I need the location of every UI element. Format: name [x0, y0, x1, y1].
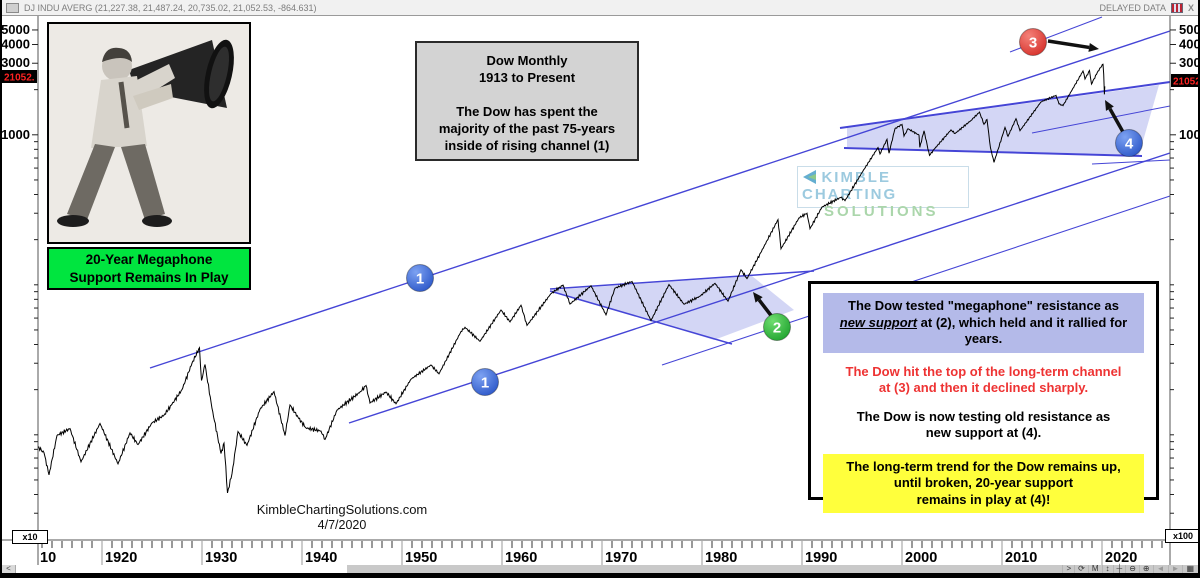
scroll-right-icon[interactable]: > — [1062, 565, 1074, 573]
x-axis-label-1940: 1940 — [305, 550, 337, 566]
scroll-left-icon[interactable]: < — [2, 565, 16, 573]
right-axis-label-300: 300 — [1179, 55, 1200, 70]
green-caption-box: 20-Year Megaphone Support Remains In Pla… — [47, 247, 251, 290]
source-note: KimbleChartingSolutions.com 4/7/2020 — [232, 502, 452, 533]
megaphone-man-illustration-icon — [49, 24, 249, 242]
right-last-price-tag — [1171, 74, 1198, 87]
trend-line-1 — [149, 30, 1171, 369]
close-icon[interactable]: X — [1187, 2, 1194, 13]
dow-price-line — [38, 63, 1106, 494]
trend-line-9 — [549, 270, 815, 290]
delayed-data-label: DELAYED DATA — [1099, 2, 1166, 13]
trend-line-6 — [1091, 159, 1171, 165]
source-date: 4/7/2020 — [317, 518, 367, 532]
svg-text:4: 4 — [1125, 136, 1134, 153]
chart-info-box: Dow Monthly 1913 to Present The Dow has … — [415, 41, 639, 161]
marker-circle-4: 4 — [1115, 129, 1143, 157]
megaphone-pattern-fill-1 — [550, 276, 794, 340]
commentary-paragraph-1: The Dow tested "megaphone" resistance as… — [823, 293, 1144, 353]
symbol-title: DJ INDU AVERG (21,227.38, 21,487.24, 20,… — [24, 2, 317, 13]
annotation-arrow-1 — [753, 292, 775, 320]
annotation-arrow-3 — [1105, 100, 1125, 133]
marker-circle-1: 1 — [471, 368, 499, 396]
right-axis-label-500: 500 — [1179, 22, 1200, 37]
megaphone-man-photo — [47, 22, 251, 244]
x-axis-label-1930: 1930 — [205, 550, 237, 566]
x-axis-label-1950: 1950 — [405, 550, 437, 566]
commentary-paragraph-4: The long-term trend for the Dow remains … — [823, 453, 1144, 513]
kimble-logo-chevron-icon — [803, 170, 816, 184]
left-last-price-tag — [2, 70, 37, 83]
zoom-out-icon[interactable]: ⊖ — [1125, 565, 1139, 573]
left-axis-label-1000: 1000 — [2, 127, 30, 142]
commentary-paragraph-3: The Dow is now testing old resistance as… — [856, 408, 1111, 441]
x-axis-label-1990: 1990 — [805, 550, 837, 566]
left-axis-label-5000: 5000 — [2, 22, 30, 37]
marker-circle-1: 1 — [406, 264, 434, 292]
grid-icon[interactable]: ▦ — [1182, 565, 1197, 573]
mini-chart-icon — [1170, 2, 1183, 13]
vertical-scale-icon[interactable]: ↕ — [1101, 565, 1113, 573]
x-axis-label-2000: 2000 — [905, 550, 937, 566]
kimble-watermark: KIMBLE CHARTING SOLUTIONS — [797, 166, 969, 220]
title-bar: DJ INDU AVERG (21,227.38, 21,487.24, 20,… — [2, 0, 1198, 16]
trend-line-10 — [549, 290, 733, 345]
commentary-box: The Dow tested "megaphone" resistance as… — [808, 281, 1159, 513]
svg-text:1: 1 — [416, 271, 424, 288]
x-axis-label-10: 10 — [40, 550, 56, 566]
commentary-paragraph-2: The Dow hit the top of the long-term cha… — [845, 363, 1122, 396]
scrollbar-thumb[interactable] — [347, 565, 1198, 573]
zoom-in-icon[interactable]: ⊕ — [1138, 565, 1153, 573]
trend-line-3 — [661, 195, 1171, 366]
svg-text:2: 2 — [773, 320, 781, 337]
annotation-arrow-2 — [1047, 39, 1099, 52]
left-last-price-text: 21052. — [4, 73, 35, 84]
x-axis-label-1970: 1970 — [605, 550, 637, 566]
svg-text:3: 3 — [1029, 35, 1037, 52]
left-axis-multiplier: x10 — [12, 530, 48, 544]
svg-text:1: 1 — [481, 375, 489, 392]
watermark-line2: SOLUTIONS — [824, 203, 939, 220]
x-axis-label-1920: 1920 — [105, 550, 137, 566]
trend-line-7 — [1031, 105, 1171, 134]
left-axis-label-3000: 3000 — [2, 55, 30, 70]
right-axis-label-400: 400 — [1179, 36, 1200, 51]
pan-crosshair-icon[interactable]: ┼ — [1112, 565, 1126, 573]
trend-line-5 — [843, 147, 1143, 157]
right-axis-label-100: 100 — [1179, 127, 1200, 142]
bottom-border — [2, 573, 1198, 578]
right-last-price-text: 21052 — [1173, 77, 1200, 88]
x-axis-label-1980: 1980 — [705, 550, 737, 566]
page-right-icon[interactable]: ► — [1167, 565, 1183, 573]
window-icon — [6, 2, 19, 13]
trend-line-4 — [839, 81, 1171, 129]
page-left-icon[interactable]: ◄ — [1152, 565, 1168, 573]
monthly-mode-icon[interactable]: M — [1087, 565, 1102, 573]
chart-toolbar: > ⟳ M ↕ ┼ ⊖ ⊕ ◄ ► ▦ — [1062, 565, 1197, 573]
left-axis-label-4000: 4000 — [2, 36, 30, 51]
marker-circle-2: 2 — [763, 313, 791, 341]
refresh-icon[interactable]: ⟳ — [1074, 565, 1088, 573]
horizontal-scrollbar[interactable]: < > ⟳ M ↕ ┼ ⊖ ⊕ ◄ ► ▦ — [2, 565, 1198, 573]
underlined-new-support: new support — [839, 314, 918, 330]
source-site: KimbleChartingSolutions.com — [256, 502, 428, 517]
x-axis-label-1960: 1960 — [505, 550, 537, 566]
right-axis-multiplier: x100 — [1165, 529, 1198, 543]
x-axis-label-2010: 2010 — [1005, 550, 1037, 566]
marker-circle-3: 3 — [1019, 28, 1047, 56]
x-axis-label-2020: 2020 — [1105, 550, 1137, 566]
